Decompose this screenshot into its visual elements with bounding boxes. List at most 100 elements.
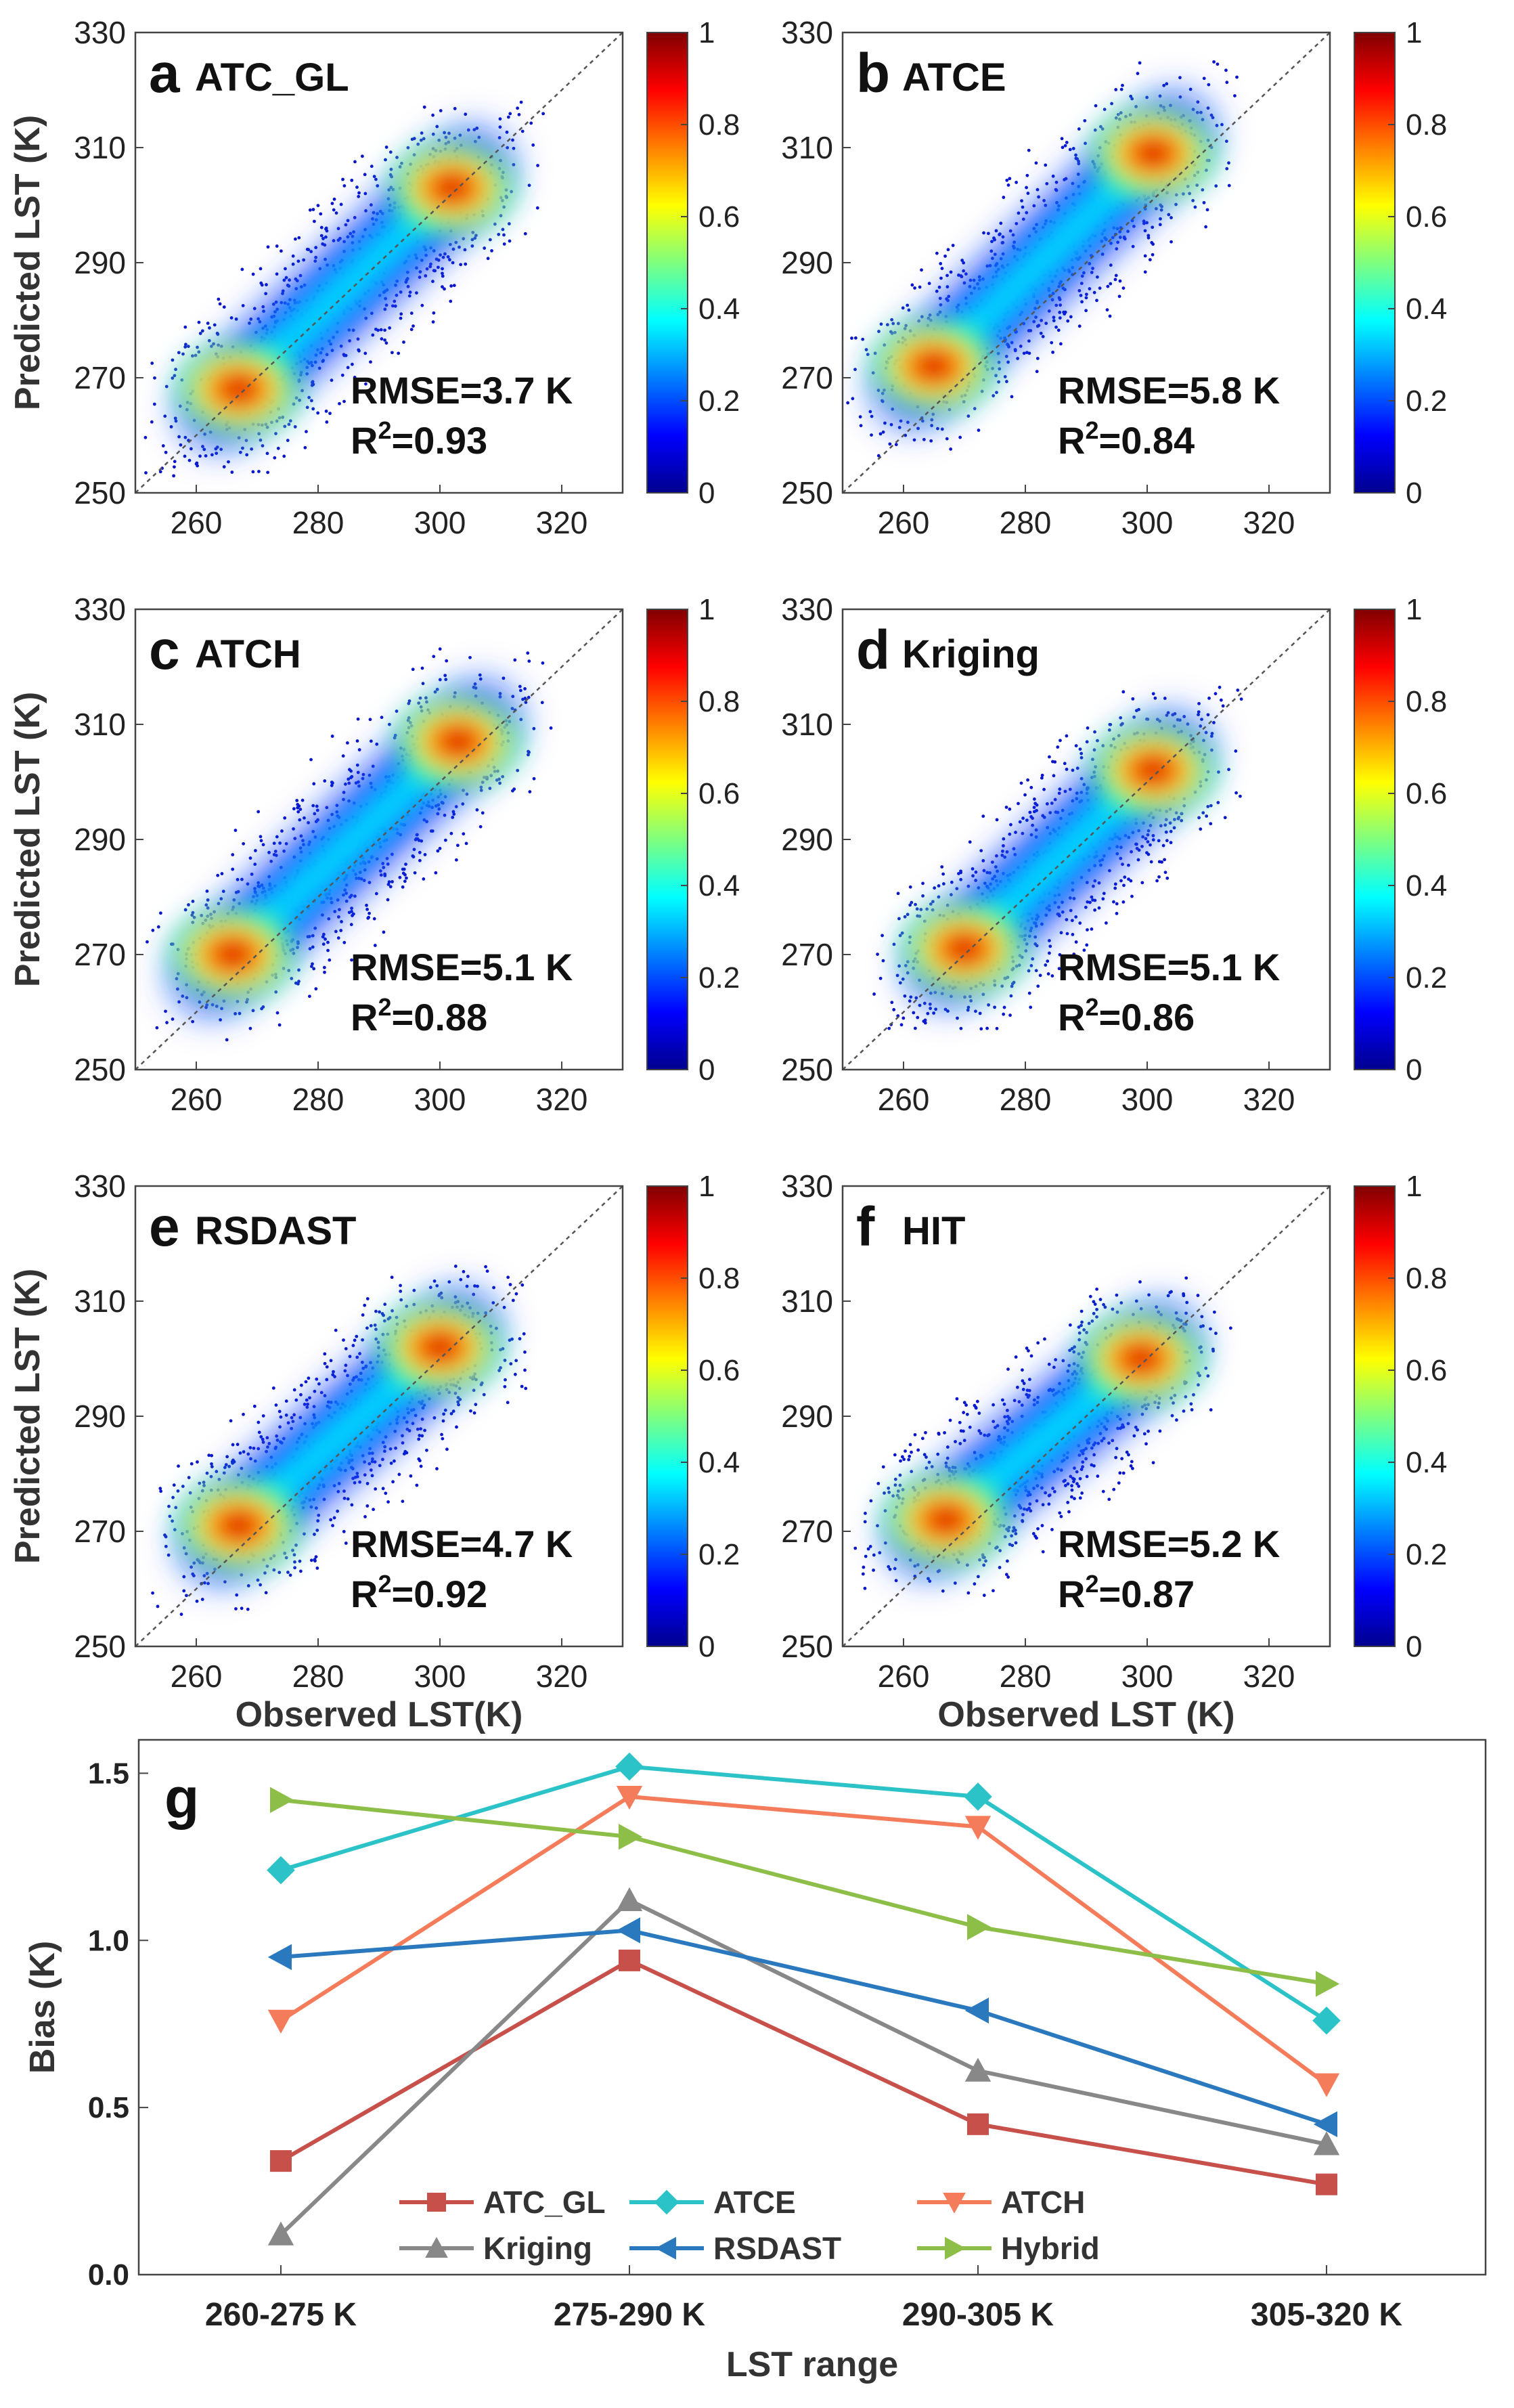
- scatter-point: [353, 216, 357, 219]
- scatter-point: [1063, 312, 1067, 316]
- scatter-point: [221, 890, 225, 894]
- scatter-point: [164, 1535, 168, 1539]
- scatter-point: [347, 781, 351, 785]
- scatter-point: [374, 1487, 378, 1491]
- scatter-point: [1025, 211, 1029, 215]
- scatter-point: [371, 333, 375, 337]
- scatter-point: [312, 967, 316, 971]
- scatter-point: [959, 274, 963, 278]
- scatter-point: [195, 1599, 199, 1603]
- scatter-point: [291, 262, 295, 266]
- scatter-point: [1206, 805, 1210, 808]
- scatter-point: [929, 439, 933, 443]
- scatter-point: [979, 1027, 983, 1031]
- scatter-point: [1216, 770, 1220, 774]
- scatter-point: [246, 1452, 250, 1456]
- scatter-point: [484, 1265, 487, 1269]
- colorbar-tick-label: 0.2: [698, 385, 740, 418]
- scatter-point: [895, 973, 899, 978]
- r2-prefix: R: [351, 996, 378, 1038]
- scatter-point: [903, 915, 907, 919]
- scatter-point: [330, 378, 334, 382]
- scatter-point: [939, 276, 943, 280]
- scatter-point: [233, 1011, 237, 1015]
- scatter-point: [1131, 244, 1135, 248]
- scatter-point: [350, 906, 353, 911]
- scatter-point: [1079, 282, 1084, 286]
- scatter-point: [394, 1446, 397, 1450]
- scatter-point: [1082, 948, 1086, 952]
- scatter-point: [1071, 768, 1075, 772]
- scatter-point: [296, 982, 300, 986]
- scatter-point: [443, 838, 447, 842]
- scatter-point: [1140, 881, 1144, 885]
- scatter-point: [981, 859, 985, 862]
- scatter-point: [469, 1409, 472, 1413]
- scatter-point: [1227, 161, 1230, 165]
- scatter-point: [234, 1607, 238, 1611]
- scatter-point: [994, 229, 998, 233]
- scatter-point: [937, 895, 941, 899]
- scatter-point: [288, 278, 292, 282]
- x-tick-label: 320: [1243, 1082, 1295, 1117]
- scatter-point: [296, 259, 300, 263]
- scatter-point: [1046, 959, 1050, 963]
- scatter-point: [158, 1487, 162, 1491]
- scatter-point: [416, 1427, 420, 1431]
- scatter-point: [311, 962, 314, 966]
- scatter-point: [383, 338, 386, 342]
- scatter-point: [419, 1464, 423, 1468]
- scatter-point: [328, 958, 332, 962]
- scatter-point: [347, 911, 351, 915]
- scatter-point: [921, 894, 925, 898]
- scatter-point: [461, 802, 465, 806]
- scatter-point: [307, 1376, 311, 1380]
- scatter-point: [242, 1412, 245, 1416]
- scatter-point: [1163, 823, 1167, 827]
- scatter-point: [1197, 710, 1201, 714]
- scatter-point: [531, 143, 535, 147]
- scatter-point: [982, 869, 986, 873]
- scatter-point: [431, 113, 435, 117]
- x-tick-label: 260: [878, 1082, 930, 1117]
- scatter-point: [1085, 740, 1089, 744]
- scatter-point: [458, 245, 461, 249]
- scatter-point: [409, 311, 414, 315]
- scatter-point: [501, 227, 505, 232]
- scatter-point: [523, 687, 527, 691]
- scatter-point: [940, 267, 944, 270]
- scatter-point: [459, 1277, 463, 1282]
- scatter-point: [313, 1533, 316, 1536]
- scatter-point: [451, 1409, 455, 1413]
- scatter-point: [159, 911, 162, 915]
- scatter-point: [1008, 177, 1012, 181]
- y-tick-label: 290: [74, 822, 126, 857]
- scatter-point: [339, 929, 343, 932]
- density-peak: [378, 1300, 502, 1395]
- scatter-point: [1143, 229, 1147, 233]
- scatter-point: [250, 872, 254, 876]
- scatter-point: [443, 1408, 447, 1412]
- scatter-point: [326, 948, 330, 953]
- scatter-point: [336, 915, 340, 919]
- scatter-point: [200, 1598, 204, 1601]
- r2-label: R2=0.86: [1058, 993, 1195, 1038]
- peak-core: [443, 731, 473, 752]
- scatter-point: [314, 246, 318, 250]
- scatter-point: [1077, 127, 1081, 131]
- peak-core: [950, 938, 979, 959]
- scatter-point: [1093, 908, 1097, 912]
- scatter-point: [358, 1480, 361, 1484]
- scatter-point: [1015, 221, 1019, 225]
- scatter-point: [168, 1514, 172, 1518]
- scatter-point: [1163, 858, 1166, 862]
- scatter-point: [434, 871, 438, 875]
- scatter-point: [1040, 773, 1044, 777]
- scatter-point: [915, 907, 919, 911]
- x-tick-label: 280: [1000, 505, 1052, 540]
- scatter-point: [1201, 188, 1205, 192]
- scatter-point: [244, 1000, 248, 1004]
- scatter-point: [1037, 195, 1041, 199]
- scatter-point: [921, 881, 925, 885]
